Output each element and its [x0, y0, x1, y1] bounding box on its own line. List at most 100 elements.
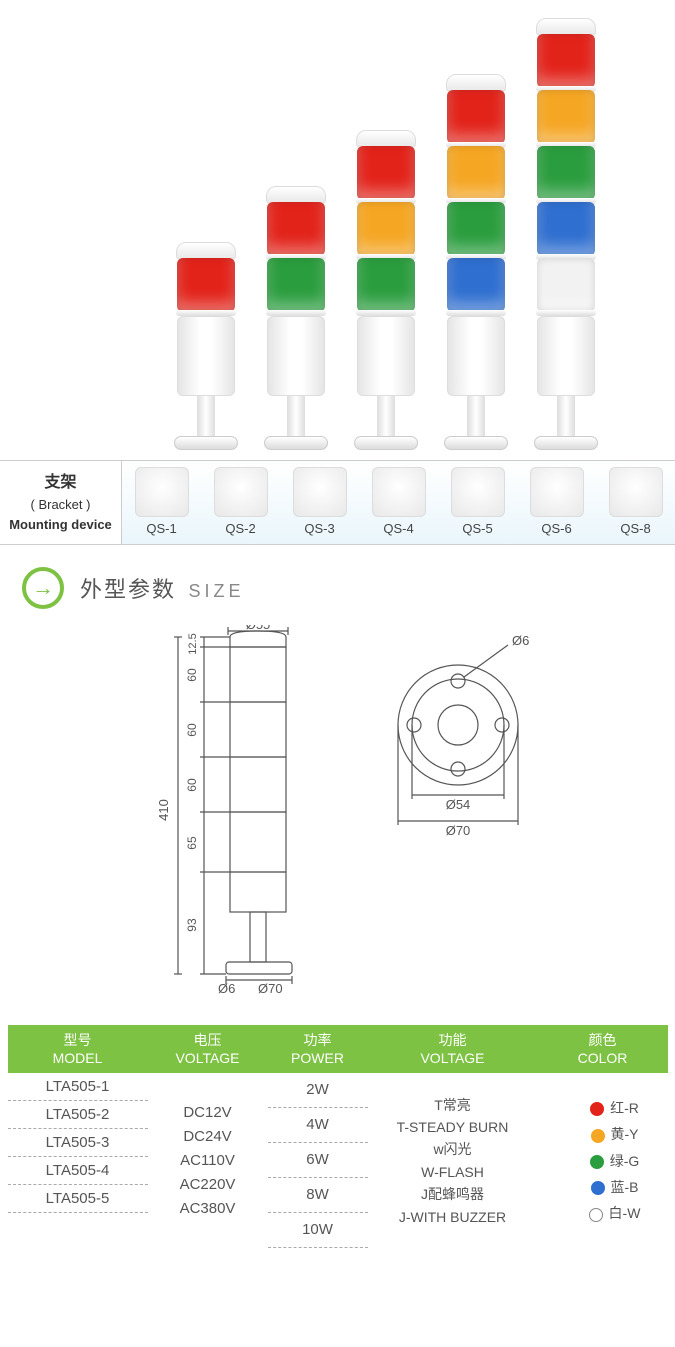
- bracket-item: QS-1: [122, 461, 201, 544]
- power-cell: 4W: [268, 1108, 368, 1143]
- bracket-item: QS-3: [280, 461, 359, 544]
- model-list: LTA505-1LTA505-2LTA505-3LTA505-4LTA505-5: [8, 1073, 148, 1248]
- lens-green: [267, 258, 325, 312]
- bracket-icon: [530, 467, 584, 517]
- bracket-item-label: QS-4: [359, 521, 438, 536]
- lens-red: [537, 34, 595, 88]
- bracket-title-paren: ( Bracket ): [8, 495, 113, 515]
- bracket-item-label: QS-5: [438, 521, 517, 536]
- bracket-item-label: QS-8: [596, 521, 675, 536]
- lens-blue: [537, 202, 595, 256]
- lens-green: [447, 202, 505, 256]
- bracket-icon: [609, 467, 663, 517]
- svg-text:60: 60: [185, 723, 199, 737]
- tower-light: [260, 186, 332, 450]
- power-cell: 2W: [268, 1073, 368, 1108]
- color-swatch: [591, 1129, 605, 1143]
- bracket-title-en: Mounting device: [8, 515, 113, 535]
- color-swatch: [589, 1208, 603, 1222]
- lens-red: [357, 146, 415, 200]
- lens-red: [177, 258, 235, 312]
- svg-text:Ø54: Ø54: [445, 797, 470, 812]
- model-cell: LTA505-1: [8, 1073, 148, 1101]
- voltage-cell: DC12V: [183, 1101, 231, 1125]
- function-line: W-FLASH: [421, 1161, 484, 1183]
- model-cell: LTA505-2: [8, 1101, 148, 1129]
- diagram-side-view: Ø55 410: [118, 625, 328, 1005]
- color-swatch: [590, 1102, 604, 1116]
- function-line: J配蜂鸣器: [421, 1183, 484, 1205]
- spec-table-body: LTA505-1LTA505-2LTA505-3LTA505-4LTA505-5…: [8, 1073, 668, 1248]
- power-list: 2W4W6W8W10W: [268, 1073, 368, 1248]
- col-header-color: 颜色COLOR: [538, 1025, 668, 1073]
- product-gallery: [0, 0, 675, 460]
- lens-green: [357, 258, 415, 312]
- model-cell: LTA505-3: [8, 1129, 148, 1157]
- lens-green: [537, 146, 595, 200]
- bracket-item: QS-2: [201, 461, 280, 544]
- color-line: 蓝-B: [567, 1176, 639, 1198]
- tower-light: [530, 18, 602, 450]
- spec-table: 型号MODEL 电压VOLTAGE 功率POWER 功能VOLTAGE 颜色CO…: [8, 1025, 668, 1248]
- lens-red: [447, 90, 505, 144]
- lens-yellow: [447, 146, 505, 200]
- bracket-item: QS-4: [359, 461, 438, 544]
- col-header-voltage: 电压VOLTAGE: [148, 1025, 268, 1073]
- power-cell: 8W: [268, 1178, 368, 1213]
- diagram-plan-view: Ø6 Ø54 Ø70: [368, 625, 558, 845]
- tower-light: [350, 130, 422, 450]
- function-line: J-WITH BUZZER: [399, 1206, 506, 1228]
- color-label: 绿-G: [610, 1153, 640, 1169]
- bracket-item-label: QS-2: [201, 521, 280, 536]
- arrow-glyph: →: [32, 575, 54, 601]
- bracket-icon: [135, 467, 189, 517]
- color-swatch: [590, 1155, 604, 1169]
- bracket-items: QS-1QS-2QS-3QS-4QS-5QS-6QS-8: [122, 461, 675, 544]
- bracket-icon: [293, 467, 347, 517]
- lens-red: [267, 202, 325, 256]
- dimension-diagram: Ø55 410: [0, 615, 675, 1025]
- function-line: w闪光: [433, 1138, 471, 1160]
- bracket-item: QS-6: [517, 461, 596, 544]
- col-header-power: 功率POWER: [268, 1025, 368, 1073]
- svg-text:Ø6: Ø6: [512, 633, 529, 648]
- spec-table-header: 型号MODEL 电压VOLTAGE 功率POWER 功能VOLTAGE 颜色CO…: [8, 1025, 668, 1073]
- voltage-cell: AC110V: [180, 1149, 235, 1173]
- power-cell: 6W: [268, 1143, 368, 1178]
- power-cell: 10W: [268, 1213, 368, 1248]
- bracket-icon: [451, 467, 505, 517]
- bracket-item-label: QS-1: [122, 521, 201, 536]
- section-title-cn: 外型参数: [80, 577, 176, 602]
- color-label: 蓝-B: [611, 1179, 639, 1195]
- color-label: 白-W: [609, 1205, 641, 1221]
- color-line: 绿-G: [566, 1150, 640, 1172]
- lens-yellow: [537, 90, 595, 144]
- lens-white: [537, 258, 595, 312]
- voltage-list: DC12VDC24VAC110VAC220VAC380V: [148, 1073, 268, 1248]
- bracket-item: QS-8: [596, 461, 675, 544]
- bracket-icon: [214, 467, 268, 517]
- tower-light: [440, 74, 512, 450]
- function-line: T-STEADY BURN: [397, 1116, 509, 1138]
- bracket-title-cn: 支架: [8, 471, 113, 495]
- svg-text:65: 65: [185, 836, 199, 850]
- svg-text:Ø70: Ø70: [258, 981, 283, 996]
- function-line: T常亮: [434, 1094, 471, 1116]
- color-label: 红-R: [610, 1100, 639, 1116]
- svg-text:93: 93: [185, 918, 199, 932]
- svg-text:60: 60: [185, 778, 199, 792]
- svg-text:12.5: 12.5: [187, 633, 199, 654]
- lens-blue: [447, 258, 505, 312]
- col-header-function: 功能VOLTAGE: [368, 1025, 538, 1073]
- voltage-cell: DC24V: [183, 1125, 231, 1149]
- svg-text:410: 410: [156, 799, 171, 821]
- svg-text:60: 60: [185, 668, 199, 682]
- svg-text:Ø70: Ø70: [445, 823, 470, 838]
- voltage-cell: AC220V: [180, 1173, 236, 1197]
- voltage-cell: AC380V: [180, 1197, 236, 1221]
- color-list: 红-R 黄-Y 绿-G 蓝-B 白-W: [538, 1073, 668, 1248]
- color-label: 黄-Y: [611, 1126, 639, 1142]
- function-list: T常亮T-STEADY BURNw闪光W-FLASHJ配蜂鸣器J-WITH BU…: [368, 1073, 538, 1248]
- bracket-label-box: 支架 ( Bracket ) Mounting device: [0, 461, 122, 544]
- bracket-icon: [372, 467, 426, 517]
